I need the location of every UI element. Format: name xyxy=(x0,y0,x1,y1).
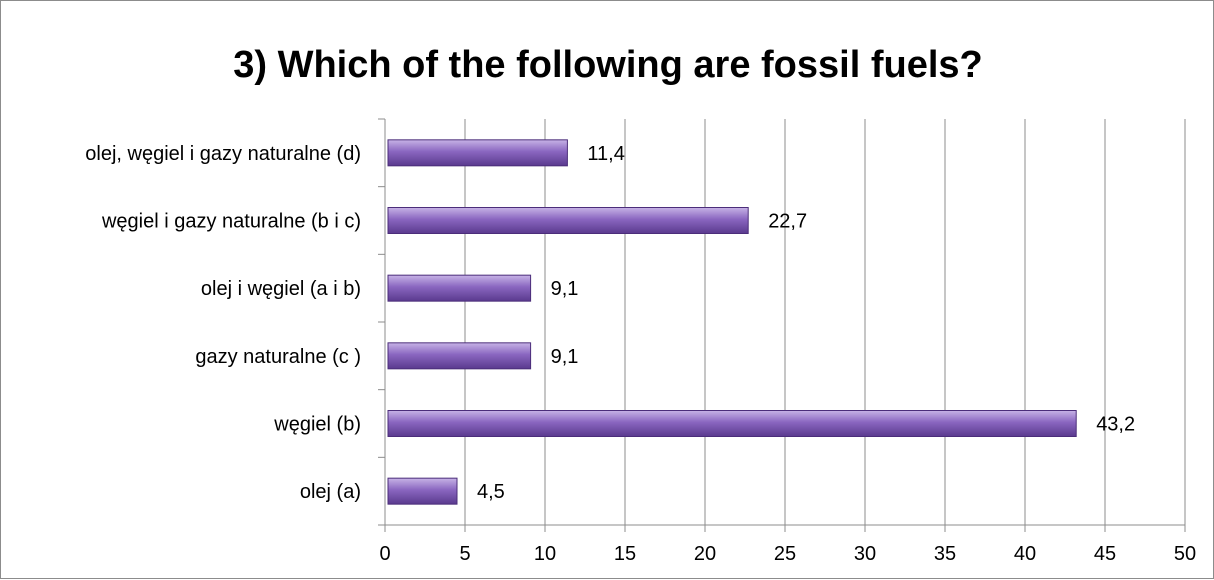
x-tick-label: 45 xyxy=(1094,543,1116,565)
data-label: 9,1 xyxy=(551,278,579,300)
data-label: 4,5 xyxy=(477,481,505,503)
bar xyxy=(387,477,458,505)
bar xyxy=(387,139,568,167)
chart-title: 3) Which of the following are fossil fue… xyxy=(233,44,982,86)
bar xyxy=(387,207,749,234)
category-label: olej, węgiel i gazy naturalne (d) xyxy=(85,143,361,165)
x-tick-label: 5 xyxy=(459,543,470,565)
gridlines xyxy=(464,119,1186,525)
data-label: 43,2 xyxy=(1096,414,1135,436)
category-label: olej i węgiel (a i b) xyxy=(201,278,361,300)
bar xyxy=(387,342,532,370)
x-tick-label: 40 xyxy=(1014,543,1036,565)
labels: 0 5 10 15 20 25 30 35 40 45 50 olej, węgiel i gazy … xyxy=(85,143,1196,565)
x-tick-label: 35 xyxy=(934,543,956,565)
x-tick-label: 50 xyxy=(1174,543,1196,565)
category-label: węgiel (b) xyxy=(273,414,361,436)
x-tick-label: 25 xyxy=(774,543,796,565)
category-label: węgiel i gazy naturalne (b i c) xyxy=(101,211,361,233)
bars xyxy=(387,139,1077,505)
x-tick-label: 15 xyxy=(614,543,636,565)
category-label: olej (a) xyxy=(300,481,361,503)
data-label: 22,7 xyxy=(768,211,807,233)
category-label: gazy naturalne (c ) xyxy=(195,346,361,368)
x-tick-label: 30 xyxy=(854,543,876,565)
x-tick-label: 0 xyxy=(379,543,390,565)
data-label: 9,1 xyxy=(551,346,579,368)
data-label: 11,4 xyxy=(587,143,624,165)
axes xyxy=(378,118,1186,532)
x-tick-label: 10 xyxy=(534,543,556,565)
bar xyxy=(387,274,532,302)
bar xyxy=(387,410,1077,437)
x-tick-label: 20 xyxy=(694,543,716,565)
